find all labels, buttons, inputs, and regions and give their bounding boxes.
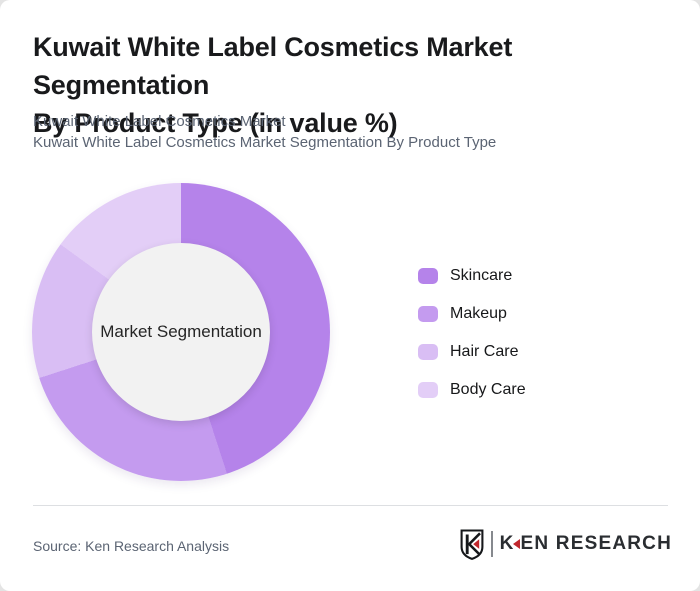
title-line-1: Kuwait White Label Cosmetics Market Segm…: [33, 32, 513, 100]
legend-label: Makeup: [450, 305, 507, 322]
title-line-2: By Product Type (in value %): [33, 108, 398, 138]
donut-hole: Market Segmentation: [92, 243, 270, 421]
legend-item: Body Care: [418, 380, 526, 400]
legend-label: Body Care: [450, 381, 526, 398]
legend-label: Hair Care: [450, 343, 519, 360]
source-note: Source: Ken Research Analysis: [33, 538, 230, 554]
footer-divider: [33, 505, 668, 506]
subtitle-line-1: Kuwait White Label Cosmetics Market: [33, 113, 286, 130]
shield-k-icon: [460, 528, 484, 560]
chart-legend: Skincare Makeup Hair Care Body Care: [418, 266, 526, 400]
legend-swatch: [418, 306, 438, 322]
wordmark-rest: EN RESEARCH: [520, 533, 672, 554]
legend-label: Skincare: [450, 267, 513, 284]
logo-divider-bar: [490, 531, 493, 557]
legend-item: Makeup: [418, 304, 526, 324]
red-triangle-icon: [512, 539, 520, 549]
legend-swatch: [418, 382, 438, 398]
brand-logo: K EN RESEARCH: [460, 528, 672, 560]
legend-swatch: [418, 344, 438, 360]
subtitle-line-2: Kuwait White Label Cosmetics Market Segm…: [33, 133, 497, 151]
legend-swatch: [418, 268, 438, 284]
chart-subtitles: Kuwait White Label Cosmetics Market Kuwa…: [33, 112, 673, 153]
legend-item: Skincare: [418, 266, 526, 286]
brand-wordmark: K EN RESEARCH: [500, 533, 672, 555]
page-title: Kuwait White Label Cosmetics Market Segm…: [33, 28, 678, 142]
legend-item: Hair Care: [418, 342, 526, 362]
wordmark-k: K: [499, 533, 515, 554]
donut-center-label: Market Segmentation: [100, 322, 262, 341]
